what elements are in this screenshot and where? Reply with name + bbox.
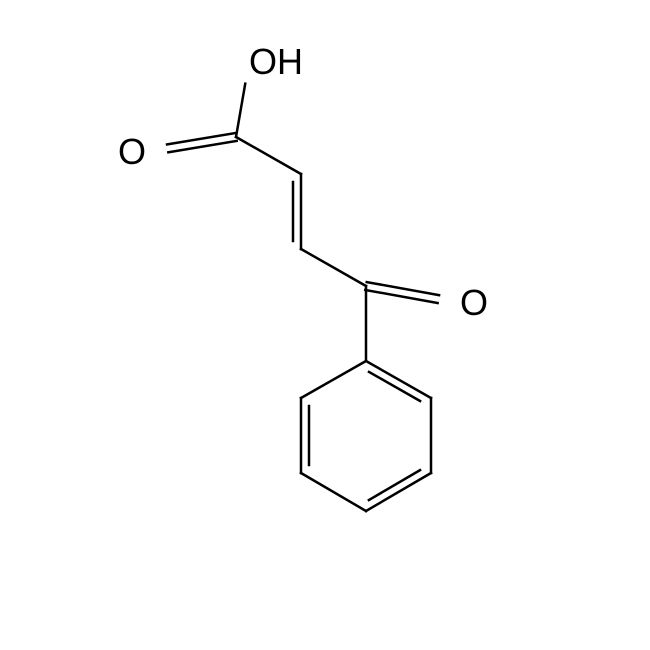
bond [301, 249, 366, 286]
bond [366, 361, 431, 398]
bond [236, 84, 245, 137]
bond [366, 473, 431, 511]
bond [236, 137, 301, 174]
atom-label-oh: OH [249, 41, 303, 82]
chemical-structure-diagram: OH O O [0, 0, 650, 650]
atom-label-odbltop: O [118, 131, 146, 172]
bond [301, 361, 366, 398]
bond [301, 473, 366, 511]
atom-label-odblmid: O [460, 282, 488, 323]
